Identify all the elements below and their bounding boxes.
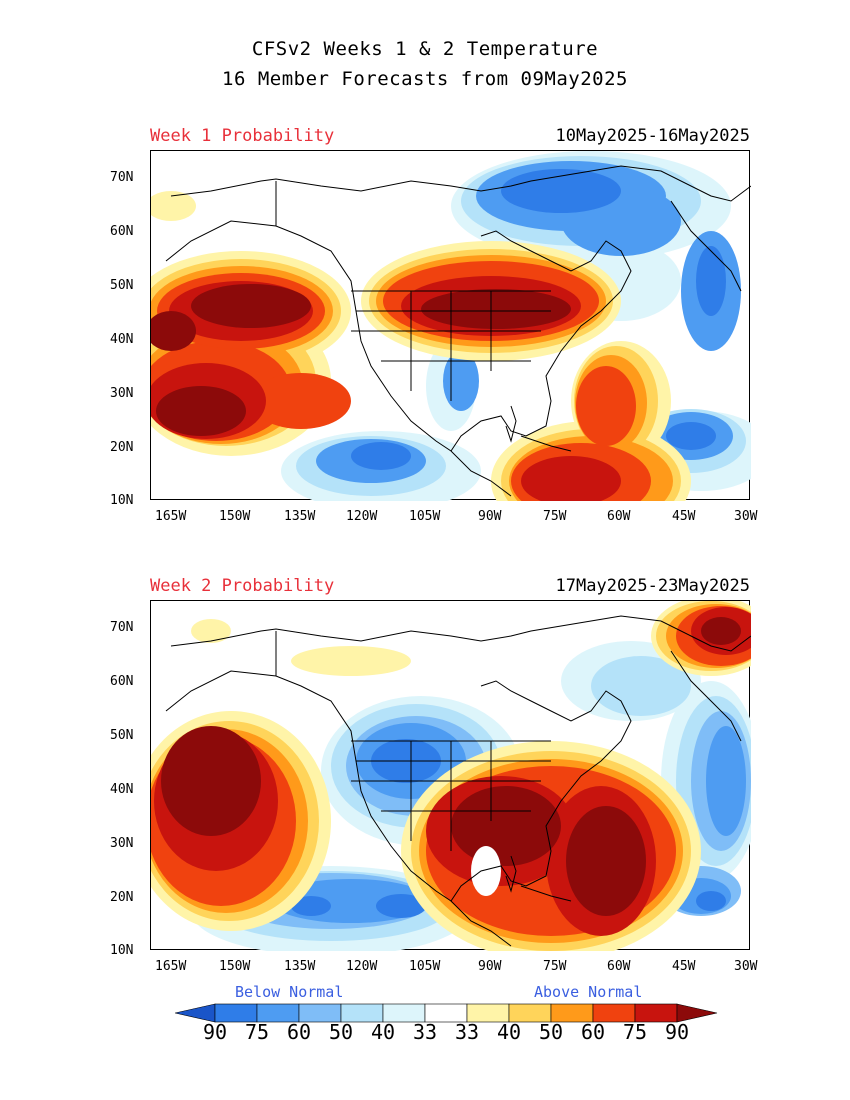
panel-week2-dates: 17May2025-23May2025 [555,576,750,596]
p2-xtick-30w: 30W [734,959,758,974]
map-week1 [150,150,751,501]
p1-xtick-60w: 60W [607,509,631,524]
p1-xtick-30w: 30W [734,509,758,524]
colorbar-number: 90 [664,1020,690,1044]
colorbar-arrow-right [676,1003,718,1023]
colorbar-number: 50 [538,1020,564,1044]
p2-ytick-20: 20N [110,890,134,905]
p2-xtick-105w: 105W [409,959,441,974]
legend-above-normal: Above Normal [534,983,643,1001]
p2-ytick-30: 30N [110,836,134,851]
map-week2 [150,600,751,951]
panel-week2-label: Week 2 Probability [150,576,335,596]
panel-week1-dates: 10May2025-16May2025 [555,126,750,146]
p2-ytick-40: 40N [110,782,134,797]
p1-xtick-105w: 105W [409,509,441,524]
p1-xtick-135w: 135W [284,509,316,524]
colorbar-number: 60 [286,1020,312,1044]
p1-ytick-30: 30N [110,386,134,401]
colorbar-number: 90 [202,1020,228,1044]
p1-ytick-10: 10N [110,493,134,508]
p1-ytick-60: 60N [110,224,134,239]
p2-ytick-50: 50N [110,728,134,743]
p2-xtick-75w: 75W [543,959,567,974]
p2-xtick-120w: 120W [346,959,378,974]
p1-xtick-45w: 45W [672,509,696,524]
colorbar-number: 75 [244,1020,270,1044]
p1-xtick-90w: 90W [478,509,502,524]
title-line-1: CFSv2 Weeks 1 & 2 Temperature [251,38,599,60]
colorbar-number: 40 [496,1020,522,1044]
colorbar-number: 33 [412,1020,438,1044]
p2-xtick-60w: 60W [607,959,631,974]
p1-xtick-165w: 165W [155,509,187,524]
colorbar-number: 33 [454,1020,480,1044]
colorbar [175,1003,718,1023]
legend-below-normal: Below Normal [235,983,344,1001]
p1-ytick-20: 20N [110,440,134,455]
p1-xtick-150w: 150W [219,509,251,524]
colorbar-number: 60 [580,1020,606,1044]
colorbar-number: 75 [622,1020,648,1044]
p2-xtick-45w: 45W [672,959,696,974]
colorbar-number: 50 [328,1020,354,1044]
p2-xtick-90w: 90W [478,959,502,974]
panel-week1-label: Week 1 Probability [150,126,335,146]
p2-ytick-10: 10N [110,943,134,958]
p2-ytick-60: 60N [110,674,134,689]
p1-ytick-50: 50N [110,278,134,293]
colorbar-number: 40 [370,1020,396,1044]
p1-ytick-40: 40N [110,332,134,347]
p1-xtick-75w: 75W [543,509,567,524]
p2-ytick-70: 70N [110,620,134,635]
p2-xtick-135w: 135W [284,959,316,974]
p2-xtick-165w: 165W [155,959,187,974]
p1-xtick-120w: 120W [346,509,378,524]
title-line-2: 16 Member Forecasts from 09May2025 [222,68,628,90]
p2-xtick-150w: 150W [219,959,251,974]
p1-ytick-70: 70N [110,170,134,185]
